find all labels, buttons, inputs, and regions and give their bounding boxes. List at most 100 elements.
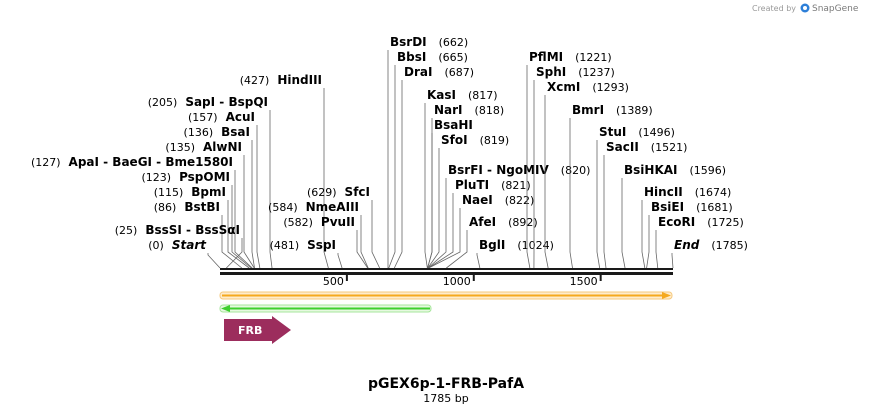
site-position: (822) — [505, 194, 535, 207]
site-leader-line — [226, 238, 243, 269]
site-nmeaiii[interactable]: NmeAIII (584) — [268, 200, 369, 269]
site-position: (662) — [439, 36, 469, 49]
feature-green-arrow[interactable] — [219, 304, 432, 313]
site-bsai[interactable]: BsaI (136) — [184, 125, 255, 269]
site-name: SapI - BspQI — [185, 95, 268, 109]
site-acui[interactable]: AcuI (157) — [188, 110, 261, 269]
site-leader-line — [424, 103, 428, 269]
site-position: (584) — [268, 201, 298, 214]
map-title: pGEX6p-1-FRB-PafA — [368, 376, 524, 392]
site-leader-line — [428, 208, 461, 269]
site-name: ApaI - BaeGI - Bme1580I — [69, 155, 233, 169]
site-sspi[interactable]: SspI (481) — [270, 238, 343, 269]
site-stui[interactable]: StuI (1496) — [596, 125, 675, 269]
site-bpmi[interactable]: BpmI (115) — [154, 185, 250, 269]
site-drai[interactable]: DraI (687) — [393, 65, 474, 269]
site-bgli[interactable]: BglI (1024) — [476, 238, 554, 269]
site-leader-line — [641, 200, 646, 269]
site-bsssi[interactable]: BssSI - BssSαI (25) — [115, 223, 243, 269]
site-leader-line — [596, 140, 601, 269]
site-position: (687) — [444, 66, 474, 79]
map-length: 1785 bp — [423, 392, 468, 405]
site-sacii[interactable]: SacII (1521) — [603, 140, 687, 269]
site-name: BmrI — [572, 103, 604, 117]
site-bsrfi[interactable]: BsrFI - NgoMIV (820) — [427, 163, 590, 269]
site-name: Start — [172, 238, 207, 252]
site-name: HincII — [644, 185, 683, 199]
feature-orange-arrow[interactable] — [219, 291, 673, 300]
site-naei[interactable]: NaeI (822) — [428, 193, 535, 269]
site-sphi[interactable]: SphI (1237) — [533, 65, 615, 269]
site-bbsi[interactable]: BbsI (665) — [388, 50, 468, 269]
tick-label: 500 — [323, 275, 344, 288]
site-name: BssSI - BssSαI — [145, 223, 240, 237]
site-name: SspI — [307, 238, 336, 252]
site-position: (1674) — [695, 186, 732, 199]
site-bsihkai[interactable]: BsiHKAI (1596) — [621, 163, 726, 269]
site-name: AlwNI — [203, 140, 242, 154]
site-name: SphI — [536, 65, 566, 79]
site-leader-line — [655, 230, 659, 269]
site-position: (157) — [188, 111, 218, 124]
site-leader-line — [476, 253, 481, 269]
credit-prefix: Created by — [752, 4, 796, 13]
site-pluti[interactable]: PluTI (821) — [428, 178, 531, 269]
site-position: (127) — [31, 156, 61, 169]
site-name: BsiHKAI — [624, 163, 678, 177]
site-name: End — [674, 238, 700, 252]
site-bsahi[interactable]: BsaHI — [427, 118, 473, 269]
site-bsiei[interactable]: BsiEI (1681) — [646, 200, 733, 269]
site-hincii[interactable]: HincII (1674) — [641, 185, 732, 269]
site-leader-line — [671, 253, 674, 269]
site-alwni[interactable]: AlwNI (135) — [165, 140, 255, 269]
site-leader-line — [227, 200, 250, 269]
site-leader-line — [427, 178, 447, 269]
site-bstbi[interactable]: BstBI (86) — [154, 200, 243, 269]
site-position: (1785) — [711, 239, 748, 252]
site-name: HindIII — [277, 73, 322, 87]
site-position: (481) — [270, 239, 300, 252]
site-pspomi[interactable]: PspOMI (123) — [141, 170, 252, 269]
site-name: EcoRI — [658, 215, 695, 229]
site-sfci[interactable]: SfcI (629) — [307, 185, 380, 269]
site-sfoi[interactable]: SfoI (819) — [427, 133, 509, 269]
site-position: (136) — [184, 126, 214, 139]
site-leader-line — [427, 133, 433, 269]
site-pflmi[interactable]: PflMI (1221) — [526, 50, 612, 269]
site-leader-line — [221, 215, 243, 269]
tick-label: 1000 — [443, 275, 471, 288]
frb-label: FRB — [238, 324, 262, 337]
site-end[interactable]: End (1785) — [671, 238, 748, 269]
site-name: BsaI — [221, 125, 250, 139]
site-name: KasI — [427, 88, 456, 102]
site-sapi[interactable]: SapI - BspQI (205) — [148, 95, 273, 269]
site-hindiii[interactable]: HindIII (427) — [240, 73, 329, 269]
ruler-ticks: 500 1000 1500 — [323, 275, 602, 288]
site-position: (0) — [148, 239, 164, 252]
site-leader-line — [360, 215, 369, 269]
site-leader-line — [207, 253, 221, 269]
site-name: BsiEI — [651, 200, 684, 214]
site-name: PluTI — [455, 178, 489, 192]
site-leader-line — [269, 110, 273, 269]
site-name: PflMI — [529, 50, 563, 64]
site-apai[interactable]: ApaI - BaeGI - Bme1580I (127) — [31, 155, 253, 269]
site-position: (427) — [240, 74, 270, 87]
restriction-sites: BsrDI (662) BbsI (665) DraI (687) KasI (817) Nar… — [31, 35, 748, 269]
site-position: (1725) — [707, 216, 744, 229]
site-kasi[interactable]: KasI (817) — [424, 88, 498, 269]
site-pvuii[interactable]: PvuII (582) — [283, 215, 369, 269]
site-position: (135) — [165, 141, 195, 154]
site-bsrdi[interactable]: BsrDI (662) — [387, 35, 469, 269]
feature-frb-arrow[interactable]: FRB — [224, 316, 291, 344]
site-leader-line — [388, 65, 396, 269]
site-bmri[interactable]: BmrI (1389) — [569, 103, 653, 269]
site-name: PspOMI — [179, 170, 230, 184]
site-ecori[interactable]: EcoRI (1725) — [655, 215, 744, 269]
site-start[interactable]: Start (0) — [148, 238, 221, 269]
site-name: SfcI — [345, 185, 370, 199]
site-afei[interactable]: AfeI (892) — [446, 215, 538, 269]
site-name: BglI — [479, 238, 505, 252]
site-name: BstBI — [184, 200, 220, 214]
site-xcmi[interactable]: XcmI (1293) — [544, 80, 629, 269]
